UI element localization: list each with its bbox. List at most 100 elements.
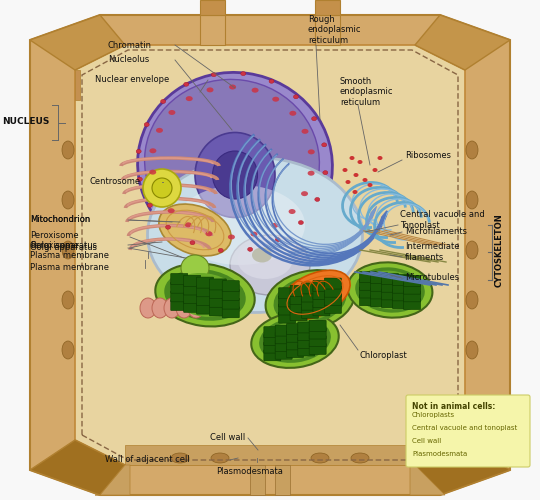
Ellipse shape (143, 169, 181, 207)
Text: Chromatin: Chromatin (108, 40, 152, 50)
Ellipse shape (322, 143, 327, 147)
Ellipse shape (175, 185, 305, 265)
Polygon shape (30, 440, 125, 495)
Ellipse shape (252, 88, 259, 92)
FancyBboxPatch shape (264, 350, 281, 361)
Ellipse shape (150, 148, 157, 154)
Text: Chloroplasts: Chloroplasts (412, 412, 455, 418)
Text: NUCLEUS: NUCLEUS (2, 118, 49, 126)
FancyBboxPatch shape (393, 298, 409, 308)
Text: Smooth
endoplasmic
reticulum: Smooth endoplasmic reticulum (340, 77, 394, 107)
FancyBboxPatch shape (210, 305, 226, 316)
Ellipse shape (140, 298, 156, 318)
FancyBboxPatch shape (381, 274, 399, 284)
Ellipse shape (206, 88, 213, 92)
FancyBboxPatch shape (197, 286, 213, 297)
Ellipse shape (265, 320, 326, 360)
Ellipse shape (259, 317, 331, 363)
Ellipse shape (274, 276, 347, 324)
FancyBboxPatch shape (275, 333, 292, 344)
Ellipse shape (160, 100, 166, 103)
Polygon shape (250, 465, 265, 495)
Ellipse shape (323, 170, 328, 174)
FancyBboxPatch shape (287, 331, 303, 342)
FancyBboxPatch shape (301, 291, 319, 302)
FancyBboxPatch shape (403, 276, 421, 286)
Ellipse shape (62, 341, 74, 359)
FancyBboxPatch shape (275, 325, 292, 336)
Ellipse shape (311, 453, 329, 463)
FancyBboxPatch shape (360, 280, 376, 290)
Ellipse shape (288, 209, 295, 214)
Ellipse shape (149, 170, 156, 174)
Ellipse shape (466, 241, 478, 259)
Ellipse shape (62, 141, 74, 159)
FancyBboxPatch shape (313, 280, 330, 291)
Ellipse shape (230, 235, 310, 295)
FancyBboxPatch shape (171, 274, 188, 284)
Ellipse shape (138, 72, 333, 258)
Polygon shape (315, 15, 340, 45)
Ellipse shape (167, 208, 174, 213)
Ellipse shape (269, 80, 274, 84)
Ellipse shape (144, 122, 149, 126)
Polygon shape (30, 15, 510, 495)
FancyBboxPatch shape (287, 339, 303, 350)
Ellipse shape (353, 190, 357, 194)
Ellipse shape (351, 453, 369, 463)
Polygon shape (95, 465, 130, 495)
FancyBboxPatch shape (171, 291, 188, 302)
Ellipse shape (164, 269, 246, 321)
Ellipse shape (466, 141, 478, 159)
FancyBboxPatch shape (222, 307, 239, 318)
Ellipse shape (251, 232, 258, 236)
FancyBboxPatch shape (393, 290, 409, 301)
Text: Mitochondrion: Mitochondrion (30, 216, 90, 224)
Text: Plasmodesmata: Plasmodesmata (217, 468, 284, 476)
FancyBboxPatch shape (393, 274, 409, 285)
Ellipse shape (211, 453, 229, 463)
Text: Cell wall: Cell wall (412, 438, 441, 444)
FancyBboxPatch shape (298, 330, 315, 340)
FancyBboxPatch shape (298, 345, 315, 356)
FancyBboxPatch shape (171, 300, 188, 310)
FancyBboxPatch shape (279, 288, 295, 299)
Ellipse shape (346, 180, 350, 184)
Ellipse shape (271, 223, 278, 228)
Text: Nucleolus: Nucleolus (108, 56, 149, 64)
Ellipse shape (280, 270, 350, 320)
FancyBboxPatch shape (287, 346, 303, 358)
FancyBboxPatch shape (309, 320, 326, 332)
Ellipse shape (205, 232, 212, 236)
Text: Plasma membrane: Plasma membrane (30, 250, 109, 260)
FancyBboxPatch shape (313, 296, 330, 308)
Ellipse shape (62, 291, 74, 309)
Ellipse shape (301, 191, 308, 196)
Polygon shape (415, 440, 510, 495)
FancyBboxPatch shape (184, 276, 201, 286)
FancyBboxPatch shape (210, 279, 226, 290)
Text: Microfilaments: Microfilaments (405, 228, 467, 236)
FancyBboxPatch shape (403, 298, 421, 310)
Ellipse shape (170, 273, 240, 317)
Text: Rough
endoplasmic
reticulum: Rough endoplasmic reticulum (308, 15, 361, 45)
Ellipse shape (272, 96, 279, 102)
Ellipse shape (252, 248, 272, 262)
Ellipse shape (211, 72, 217, 76)
FancyBboxPatch shape (403, 291, 421, 302)
FancyBboxPatch shape (184, 284, 201, 295)
Ellipse shape (238, 241, 293, 279)
Ellipse shape (279, 279, 341, 321)
Ellipse shape (308, 170, 315, 175)
FancyBboxPatch shape (210, 296, 226, 308)
Text: CYTOSKELETON: CYTOSKELETON (495, 213, 504, 287)
FancyBboxPatch shape (171, 282, 188, 293)
Text: Peroxisome: Peroxisome (30, 240, 79, 250)
FancyBboxPatch shape (313, 288, 330, 300)
FancyBboxPatch shape (325, 278, 341, 289)
Ellipse shape (466, 341, 478, 359)
FancyBboxPatch shape (222, 298, 239, 309)
Ellipse shape (164, 298, 180, 318)
Ellipse shape (168, 110, 176, 115)
Ellipse shape (181, 255, 209, 281)
